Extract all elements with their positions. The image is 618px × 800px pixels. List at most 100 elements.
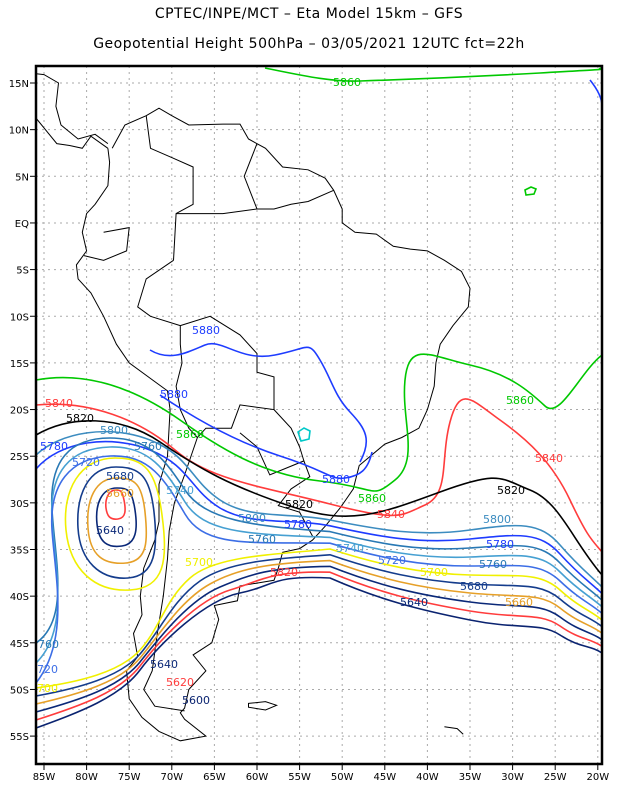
contour-5640 <box>95 487 138 548</box>
country-border <box>137 259 198 438</box>
contour-labels: 5860 5860 5860 5860 5840 5840 5840 5820 … <box>37 76 563 707</box>
label-5700-left: 700 <box>37 682 58 695</box>
lat-tick-label: 10S <box>10 312 29 323</box>
lon-tick-label: 25W <box>544 772 567 783</box>
contour-5800 <box>35 430 603 588</box>
label-5700: 5700 <box>185 556 213 569</box>
contour-5840 <box>35 398 603 553</box>
lat-tick-label: 55S <box>10 732 29 743</box>
central-america-pacific-coast <box>35 118 109 149</box>
lat-tick-label: 15S <box>10 359 29 370</box>
label-5880: 5880 <box>160 388 188 401</box>
label-5880: 5880 <box>192 324 220 337</box>
lat-tick-label: 25S <box>10 452 29 463</box>
south-georgia-island <box>444 726 464 735</box>
label-5860: 5860 <box>358 492 386 505</box>
lon-tick-label: 55W <box>288 772 311 783</box>
contour-5880 <box>159 394 373 480</box>
lat-tick-label: 10N <box>9 126 29 137</box>
contour-5680 <box>35 553 603 697</box>
south-america-coast <box>75 107 471 742</box>
label-5760: 5760 <box>134 440 162 453</box>
falkland-islands <box>248 701 279 711</box>
lat-tick-label: 5N <box>15 172 29 183</box>
label-5720: 5720 <box>378 554 406 567</box>
label-5800: 5800 <box>238 512 266 525</box>
label-5840: 5840 <box>535 452 563 465</box>
contour-5600 <box>35 576 603 729</box>
label-5860: 5860 <box>176 428 204 441</box>
contour-5640 <box>35 565 603 713</box>
contour-5620 <box>35 571 603 721</box>
central-america-caribbean-coast <box>36 73 109 145</box>
map-frame <box>34 64 604 766</box>
lat-tick-label: 5S <box>16 266 29 277</box>
country-border <box>83 226 130 261</box>
gridlines <box>36 66 602 764</box>
label-5700: 5700 <box>420 566 448 579</box>
label-5760: 5760 <box>248 533 276 546</box>
label-5820: 5820 <box>497 484 525 497</box>
label-5860: 5860 <box>506 394 534 407</box>
lon-tick-label: 40W <box>416 772 439 783</box>
lon-tick-label: 75W <box>118 772 141 783</box>
label-5780: 5780 <box>40 440 68 453</box>
contour-5860 <box>35 353 603 492</box>
label-5800: 5800 <box>483 513 511 526</box>
contour-5700 <box>64 457 166 591</box>
lon-tick-label: 60W <box>246 772 269 783</box>
label-5780: 5780 <box>284 518 312 531</box>
lon-tick-label: 45W <box>373 772 396 783</box>
lon-tick-label: 50W <box>331 772 354 783</box>
contour-5860 <box>264 67 603 82</box>
contour-5880 <box>589 79 603 107</box>
lat-tick-label: 35S <box>10 546 29 557</box>
chart-subtitle: Geopotential Height 500hPa – 03/05/2021 … <box>93 36 525 52</box>
label-5740: 5740 <box>166 484 194 497</box>
label-5660: 5660 <box>106 487 134 500</box>
lat-tick-label: 45S <box>10 639 29 650</box>
lat-tick-label: 40S <box>10 592 29 603</box>
label-5820: 5820 <box>285 498 313 511</box>
label-5660: 5660 <box>505 596 533 609</box>
lat-tick-label: 50S <box>10 685 29 696</box>
label-5620: 5620 <box>166 676 194 689</box>
label-5600: 5600 <box>182 694 210 707</box>
contour-5820 <box>35 420 603 576</box>
label-5720-left: 720 <box>37 663 58 676</box>
lon-tick-label: 65W <box>203 772 226 783</box>
label-5740: 5740 <box>336 542 364 555</box>
country-border <box>180 315 275 438</box>
contour-5660 <box>35 559 603 705</box>
lat-tick-label: 20S <box>10 406 29 417</box>
contour-5660 <box>86 477 148 565</box>
label-5640: 5640 <box>96 524 124 537</box>
contour-5700 <box>35 548 603 689</box>
label-5820: 5820 <box>270 566 298 579</box>
contour-5620 <box>105 489 126 520</box>
country-border <box>176 143 258 215</box>
label-5720: 5720 <box>72 456 100 469</box>
country-border <box>145 115 194 261</box>
lat-tick-label: 30S <box>10 499 29 510</box>
label-5840: 5840 <box>377 508 405 521</box>
contour-5860 <box>524 186 538 196</box>
contour-cyan-loop <box>297 427 311 442</box>
lon-tick-label: 70W <box>160 772 183 783</box>
country-border <box>239 409 305 476</box>
label-5820: 5820 <box>66 412 94 425</box>
lon-tick-label: 85W <box>33 772 56 783</box>
chart-title: CPTEC/INPE/MCT – Eta Model 15km – GFS <box>154 6 464 22</box>
label-5640: 5640 <box>400 596 428 609</box>
country-border <box>257 189 334 210</box>
label-5880: 5880 <box>322 473 350 486</box>
contour-5780 <box>35 440 603 595</box>
label-5800: 5800 <box>100 424 128 437</box>
lon-tick-label: 35W <box>459 772 482 783</box>
label-5780: 5780 <box>486 538 514 551</box>
label-5680: 5680 <box>106 470 134 483</box>
contour-5720 <box>35 455 603 684</box>
lon-tick-label: 30W <box>501 772 524 783</box>
contour-5680 <box>77 466 157 579</box>
